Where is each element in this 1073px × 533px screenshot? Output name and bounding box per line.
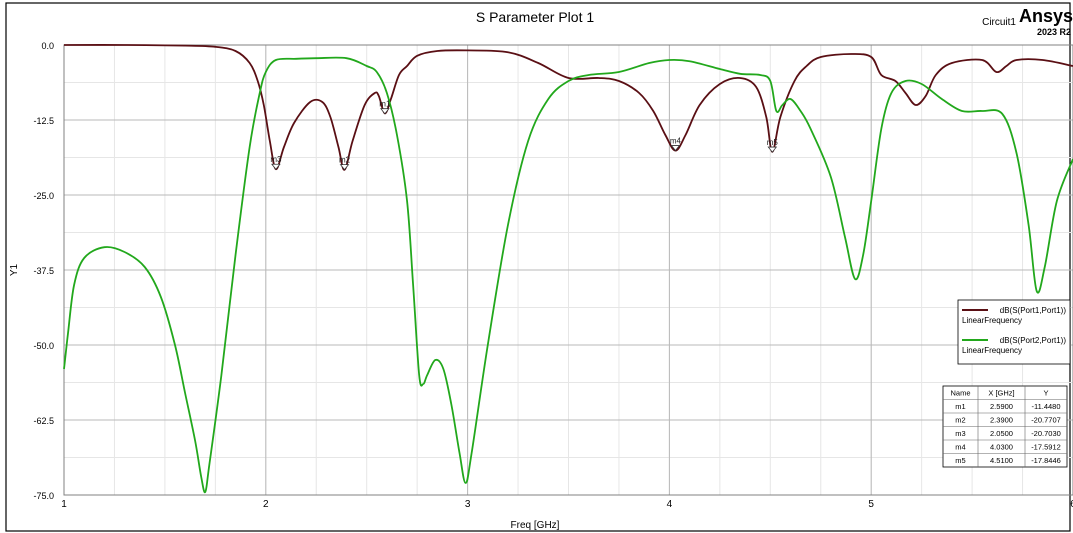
y-tick-label: -25.0 <box>33 191 54 201</box>
marker-m1-triangle <box>380 108 390 115</box>
chart-title: S Parameter Plot 1 <box>476 9 594 25</box>
series-line-1 <box>63 44 1073 171</box>
legend-series-sub: LinearFrequency <box>962 316 1022 325</box>
marker-m3-triangle <box>271 163 281 170</box>
marker-m2-label: m2 <box>339 156 351 165</box>
y-tick-label: 0.0 <box>41 41 54 51</box>
circuit-label: Circuit1 <box>982 17 1016 28</box>
marker-table-cell: -20.7030 <box>1031 429 1061 438</box>
y-tick-label: -12.5 <box>33 116 54 126</box>
marker-m5-triangle <box>767 146 778 153</box>
marker-m5-label: m5 <box>767 138 779 147</box>
series-line-2 <box>63 56 1073 494</box>
x-tick-label: 2 <box>263 499 269 510</box>
marker-m1-label: m1 <box>379 100 391 109</box>
marker-table-cell: -11.4480 <box>1031 402 1060 411</box>
marker-table-cell: -17.5912 <box>1031 443 1061 452</box>
y-tick-label: -37.5 <box>33 266 54 276</box>
marker-table: Name X [GHz] Ym1 2.5900 -11.4480 m2 2.3900 -20.… <box>942 385 1068 468</box>
marker-table-cell: -20.7707 <box>1031 416 1061 425</box>
y-tick-label: -62.5 <box>33 416 54 426</box>
marker-m2-triangle <box>339 164 350 171</box>
marker-table-cell: 2.0500 <box>990 429 1013 438</box>
marker-table-cell: 2.5900 <box>990 402 1013 411</box>
marker-table-header: Name <box>950 389 970 398</box>
legend-series-sub: LinearFrequency <box>962 346 1022 355</box>
plot-series <box>63 44 1073 494</box>
x-tick-label: 6 <box>1070 499 1073 510</box>
brand-logo: Ansys <box>1019 6 1073 26</box>
plot-axes: 1 2 3 4 5 6 0.0 -12.5 -25.0 -37.5 -50.0 -62.5 -75.0 <box>33 41 1073 510</box>
marker-table-cell: m3 <box>955 429 965 438</box>
y-tick-label: -50.0 <box>33 341 54 351</box>
plot-area-border <box>63 44 1073 496</box>
x-tick-label: 5 <box>868 499 874 510</box>
plot-markers: m1 m2 m3 m4 m5 <box>270 100 779 171</box>
legend-series-name: dB(S(Port2,Port1)) <box>1000 336 1067 345</box>
marker-table-cell: m2 <box>955 416 965 425</box>
marker-m4-label: m4 <box>670 137 682 146</box>
y-axis-label: Y1 <box>9 263 20 276</box>
marker-table-cell: 2.3900 <box>990 416 1013 425</box>
marker-table-header: X [GHz] <box>988 389 1014 398</box>
marker-m3-label: m3 <box>270 155 282 164</box>
legend: dB(S(Port1,Port1))LinearFrequencydB(S(Po… <box>957 299 1071 365</box>
marker-table-cell: 4.5100 <box>990 456 1013 465</box>
marker-table-cell: m4 <box>955 443 965 452</box>
marker-table-header: Y <box>1043 389 1048 398</box>
marker-m4-triangle <box>670 145 681 152</box>
x-tick-label: 3 <box>465 499 471 510</box>
brand-version: 2023 R2 <box>1037 27 1071 37</box>
marker-table-cell: m1 <box>955 402 965 411</box>
marker-table-cell: -17.8446 <box>1031 456 1061 465</box>
chart-frame <box>5 2 1071 532</box>
marker-table-cell: 4.0300 <box>990 443 1013 452</box>
marker-table-cell: m5 <box>955 456 965 465</box>
y-tick-label: -75.0 <box>33 491 54 501</box>
legend-series-name: dB(S(Port1,Port1)) <box>1000 306 1067 315</box>
x-axis-label: Freq [GHz] <box>511 520 560 531</box>
x-tick-label: 4 <box>667 499 673 510</box>
x-tick-label: 1 <box>61 499 67 510</box>
